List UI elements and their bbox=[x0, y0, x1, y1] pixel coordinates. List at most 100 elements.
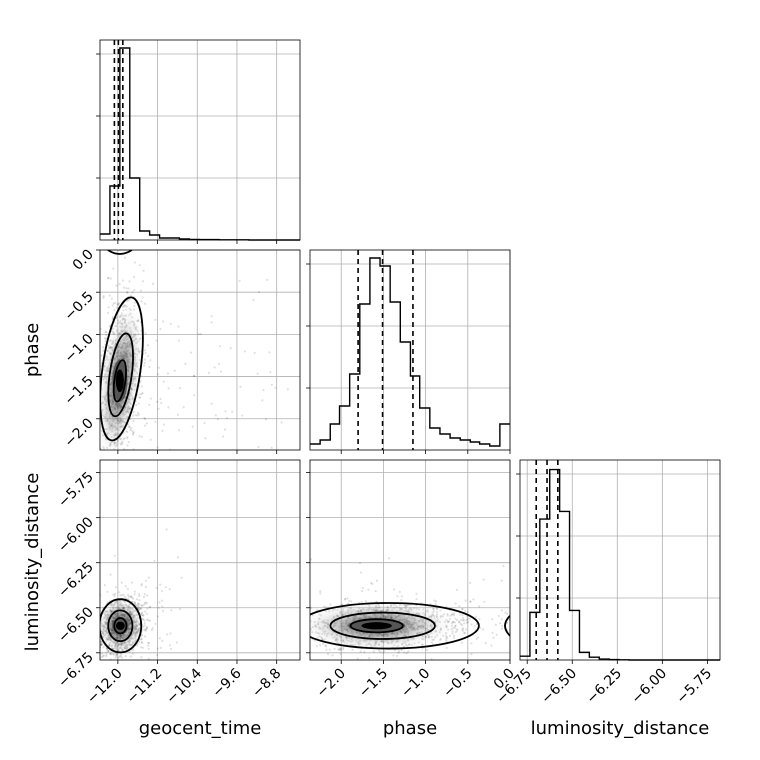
scatter-point bbox=[95, 630, 97, 632]
scatter-point bbox=[165, 528, 168, 531]
scatter-point bbox=[226, 618, 228, 620]
scatter-point bbox=[97, 634, 99, 636]
scatter-point bbox=[161, 429, 164, 432]
scatter-point bbox=[119, 455, 121, 457]
scatter-point bbox=[461, 614, 464, 617]
scatter-point bbox=[93, 419, 95, 421]
xtick-label: −10.4 bbox=[163, 665, 205, 707]
scatter-point bbox=[140, 646, 143, 649]
scatter-point bbox=[268, 351, 271, 354]
scatter-point bbox=[263, 632, 265, 634]
scatter-point bbox=[217, 362, 220, 365]
scatter-point bbox=[303, 622, 305, 624]
scatter-point bbox=[91, 629, 93, 631]
scatter-point bbox=[462, 622, 466, 625]
scatter-point bbox=[232, 461, 234, 463]
scatter-point bbox=[95, 590, 97, 592]
scatter-point bbox=[213, 366, 216, 369]
scatter-point bbox=[142, 595, 146, 599]
scatter-point bbox=[104, 480, 106, 482]
scatter-point bbox=[115, 306, 118, 309]
scatter-point bbox=[94, 646, 96, 648]
scatter-point bbox=[170, 609, 173, 612]
scatter-point bbox=[465, 621, 468, 624]
scatter-point bbox=[143, 358, 147, 361]
scatter-point bbox=[120, 452, 122, 454]
scatter-point bbox=[62, 420, 64, 422]
scatter-point bbox=[106, 514, 108, 516]
scatter-point bbox=[94, 454, 96, 456]
scatter-point bbox=[191, 425, 194, 428]
scatter-point bbox=[461, 627, 465, 630]
scatter-point bbox=[463, 631, 466, 634]
scatter-point bbox=[500, 627, 504, 630]
scatter-point bbox=[469, 600, 472, 603]
scatter-point bbox=[506, 621, 509, 625]
scatter-point bbox=[88, 627, 90, 629]
scatter-point bbox=[106, 544, 108, 546]
scatter-point bbox=[501, 624, 504, 628]
scatter-point bbox=[277, 656, 279, 658]
scatter-point bbox=[325, 648, 328, 651]
scatter-point bbox=[127, 287, 130, 290]
scatter-point bbox=[98, 359, 100, 361]
scatter-point bbox=[569, 631, 571, 633]
scatter-point bbox=[284, 624, 286, 626]
scatter-point bbox=[93, 631, 95, 633]
scatter-point bbox=[264, 627, 266, 629]
scatter-point bbox=[94, 367, 96, 369]
scatter-point bbox=[133, 590, 136, 593]
scatter-point bbox=[126, 444, 129, 447]
scatter-point bbox=[118, 463, 120, 465]
scatter-point bbox=[97, 515, 99, 517]
scatter-point bbox=[473, 624, 476, 628]
scatter-point bbox=[83, 678, 85, 680]
scatter-point bbox=[114, 692, 116, 694]
density-shading bbox=[310, 599, 461, 653]
scatter-point bbox=[132, 431, 135, 434]
scatter-point bbox=[161, 639, 164, 642]
scatter-point bbox=[264, 418, 268, 421]
scatter-point bbox=[511, 627, 513, 629]
scatter-point bbox=[131, 245, 133, 247]
scatter-point bbox=[187, 664, 189, 666]
scatter-point bbox=[142, 603, 145, 606]
scatter-point bbox=[145, 626, 148, 630]
scatter-point bbox=[203, 699, 205, 701]
scatter-point bbox=[105, 653, 108, 656]
scatter-point bbox=[96, 385, 98, 387]
scatter-point bbox=[97, 362, 99, 364]
xtick-label: −8.8 bbox=[249, 666, 284, 701]
scatter-point bbox=[365, 662, 367, 664]
scatter-point bbox=[307, 641, 309, 643]
scatter-point bbox=[158, 637, 161, 640]
scatter-point bbox=[100, 327, 102, 331]
contour-line bbox=[113, 617, 128, 635]
scatter-point bbox=[151, 282, 155, 285]
scatter-point bbox=[123, 490, 125, 492]
contour-line bbox=[107, 609, 134, 643]
scatter-point bbox=[256, 372, 259, 375]
scatter-point bbox=[97, 628, 99, 630]
scatter-point bbox=[165, 633, 169, 636]
scatter-point bbox=[95, 603, 97, 605]
scatter-point bbox=[154, 622, 157, 625]
xlabel-phase: phase bbox=[383, 718, 437, 739]
scatter-point bbox=[167, 387, 170, 390]
scatter-point bbox=[174, 669, 176, 671]
scatter-point bbox=[136, 481, 138, 483]
scatter-point bbox=[141, 391, 144, 395]
scatter-point bbox=[392, 654, 395, 657]
scatter-point bbox=[135, 475, 137, 477]
scatter-point bbox=[96, 630, 98, 632]
scatter-point bbox=[96, 594, 98, 596]
contour-line bbox=[112, 359, 127, 403]
scatter-point bbox=[223, 428, 227, 431]
scatter-point bbox=[68, 702, 70, 704]
scatter-point bbox=[513, 627, 515, 629]
scatter-point bbox=[96, 447, 98, 449]
scatter-point bbox=[445, 646, 448, 649]
scatter-point bbox=[243, 657, 245, 659]
scatter-point bbox=[96, 642, 98, 644]
scatter-point bbox=[470, 642, 473, 645]
